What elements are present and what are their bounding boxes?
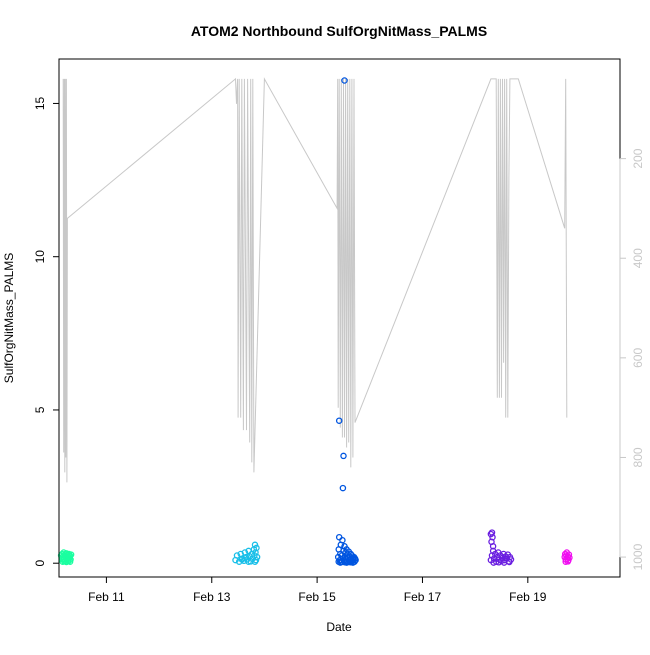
x-tick-label: Feb 11 [88, 590, 125, 604]
data-points-layer [57, 77, 573, 566]
pressure-trace-layer [62, 77, 568, 483]
data-point-series-2 [253, 544, 260, 552]
data-point-series-3 [335, 417, 343, 424]
data-point-series-1 [67, 551, 75, 558]
data-point-series-2 [251, 558, 259, 565]
x-tick-label: Feb 15 [298, 590, 336, 604]
data-point-series-3 [349, 559, 357, 566]
secondary-tick-label: 200 [631, 148, 645, 168]
data-point-series-3 [340, 452, 347, 460]
data-point-series-5 [564, 558, 572, 565]
data-point-series-2 [238, 556, 246, 563]
pressure-trace-line [62, 77, 568, 483]
y-tick-label: 15 [33, 96, 47, 110]
data-point-series-3 [339, 536, 346, 544]
data-point-series-2 [251, 541, 259, 549]
data-point-series-2 [245, 558, 252, 565]
x-tick-label: Feb 19 [509, 590, 547, 604]
secondary-tick-label: 600 [631, 348, 645, 368]
data-point-series-3 [335, 533, 343, 541]
y-tick-label: 10 [33, 250, 47, 264]
x-tick-label: Feb 17 [404, 590, 442, 604]
data-point-series-3 [341, 77, 348, 84]
secondary-tick-label: 400 [631, 248, 645, 268]
data-point-series-5 [566, 554, 573, 561]
data-point-series-1 [66, 558, 74, 565]
data-point-series-2 [233, 552, 241, 559]
secondary-tick-label: 1000 [631, 543, 645, 570]
y-tick-label: 0 [33, 560, 47, 567]
data-point-series-3 [339, 484, 347, 492]
axes-layer: Feb 11 Feb 13 Feb 15 Feb 17 Feb 19 0 5 10 15 200 4… [33, 96, 645, 604]
x-axis-label: Date [326, 620, 352, 634]
data-point-series-5 [565, 551, 573, 558]
chart-title: ATOM2 Northbound SulfOrgNitMass_PALMS [191, 23, 487, 39]
x-tick-label: Feb 13 [193, 590, 231, 604]
secondary-tick-label: 800 [631, 447, 645, 467]
y-axis-label: SulfOrgNitMass_PALMS [2, 253, 16, 383]
y-tick-label: 5 [33, 406, 47, 413]
data-point-series-4 [506, 558, 513, 566]
